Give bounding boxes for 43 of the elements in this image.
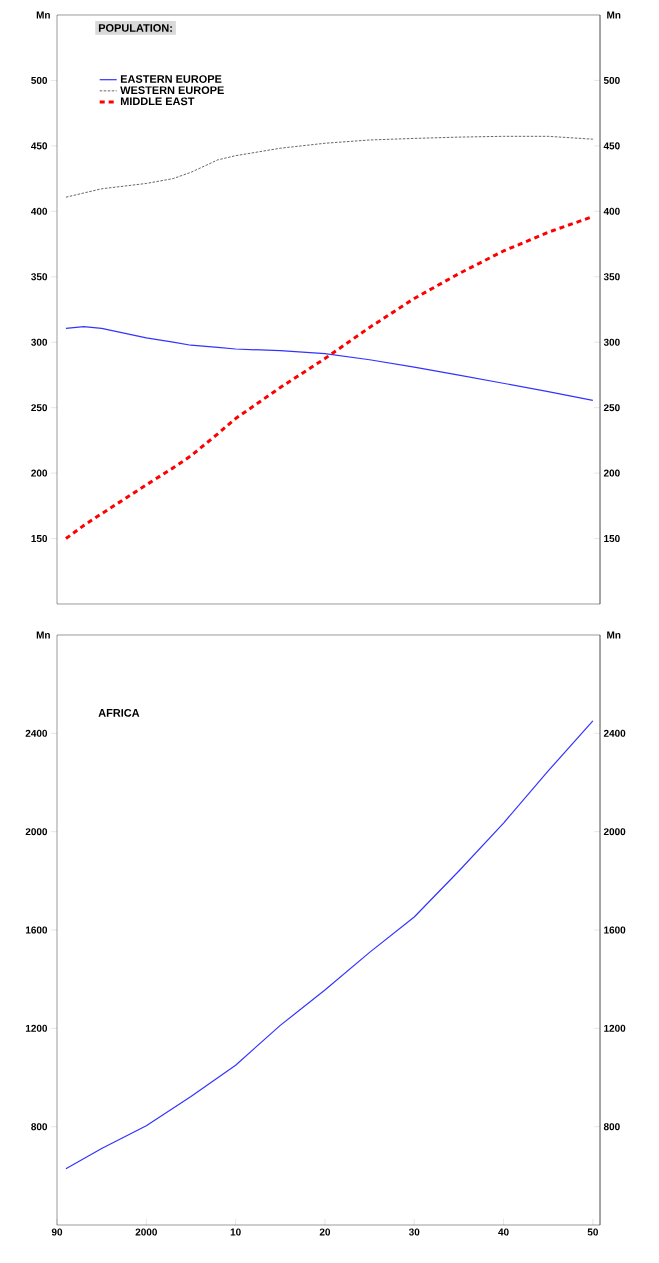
legend-label: EASTERN EUROPE <box>120 75 222 83</box>
x-tick-label: 50 <box>587 1228 598 1236</box>
y-tick-label: 2400 <box>25 729 48 737</box>
y2-tick-label: 450 <box>603 142 620 150</box>
y-tick-label: 450 <box>31 142 48 150</box>
y-tick-label: 400 <box>31 207 48 215</box>
x-tick-label: 40 <box>498 1228 509 1236</box>
y2-tick-label: 250 <box>603 404 620 412</box>
x-tick-label: 30 <box>408 1228 420 1236</box>
legend-label: WESTERN EUROPE <box>120 86 224 95</box>
y2-tick-label: 2400 <box>603 729 626 737</box>
y-tick-label: 150 <box>31 535 48 543</box>
y2-tick-label: 1200 <box>604 1024 626 1032</box>
y2-tick-label: 200 <box>603 469 620 477</box>
text: AFRICA <box>98 709 140 717</box>
y-tick-label: 1200 <box>25 1024 48 1032</box>
y2-tick-label: 150 <box>604 535 620 543</box>
x-tick-label: 20 <box>319 1228 331 1236</box>
y-tick-label: 1600 <box>25 926 48 934</box>
y2-tick-label: 350 <box>603 273 620 281</box>
line-series <box>65 720 594 1170</box>
y2-axis-title: Mn <box>607 631 621 639</box>
y2-axis-title: Mn <box>607 11 621 19</box>
y-tick-label: 350 <box>31 273 48 281</box>
x-tick-label: 90 <box>51 1228 63 1236</box>
y2-tick-label: 400 <box>603 207 620 215</box>
y-axis-title: Mn <box>36 11 50 19</box>
y2-tick-label: 800 <box>603 1123 620 1131</box>
x-tick-label: 2000 <box>135 1228 157 1236</box>
y-tick-label: 500 <box>31 76 48 84</box>
y2-tick-label: 2000 <box>603 828 626 836</box>
y-axis-title: Mn <box>36 631 50 639</box>
x-tick-label: 10 <box>230 1228 241 1236</box>
y-tick-label: 300 <box>31 338 48 346</box>
text: POPULATION: <box>98 24 172 32</box>
y2-tick-label: 300 <box>603 338 620 346</box>
y-tick-label: 800 <box>31 1123 48 1131</box>
legend-label: MIDDLE EAST <box>120 97 195 106</box>
y-tick-label: 2000 <box>25 828 48 836</box>
y2-tick-label: 500 <box>603 76 620 84</box>
y-tick-label: 250 <box>31 404 48 412</box>
y-tick-label: 200 <box>31 469 48 477</box>
y2-tick-label: 1600 <box>604 926 626 934</box>
